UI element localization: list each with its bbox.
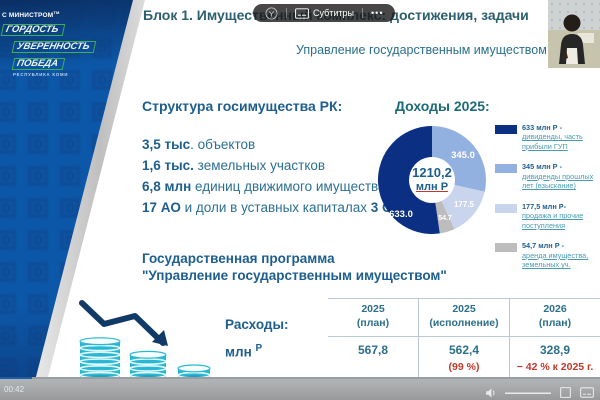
svg-text:345.0: 345.0	[451, 150, 475, 161]
svg-text:633.0: 633.0	[389, 209, 413, 220]
svg-text:177.5: 177.5	[454, 200, 475, 209]
svg-text:54.7: 54.7	[438, 215, 452, 222]
